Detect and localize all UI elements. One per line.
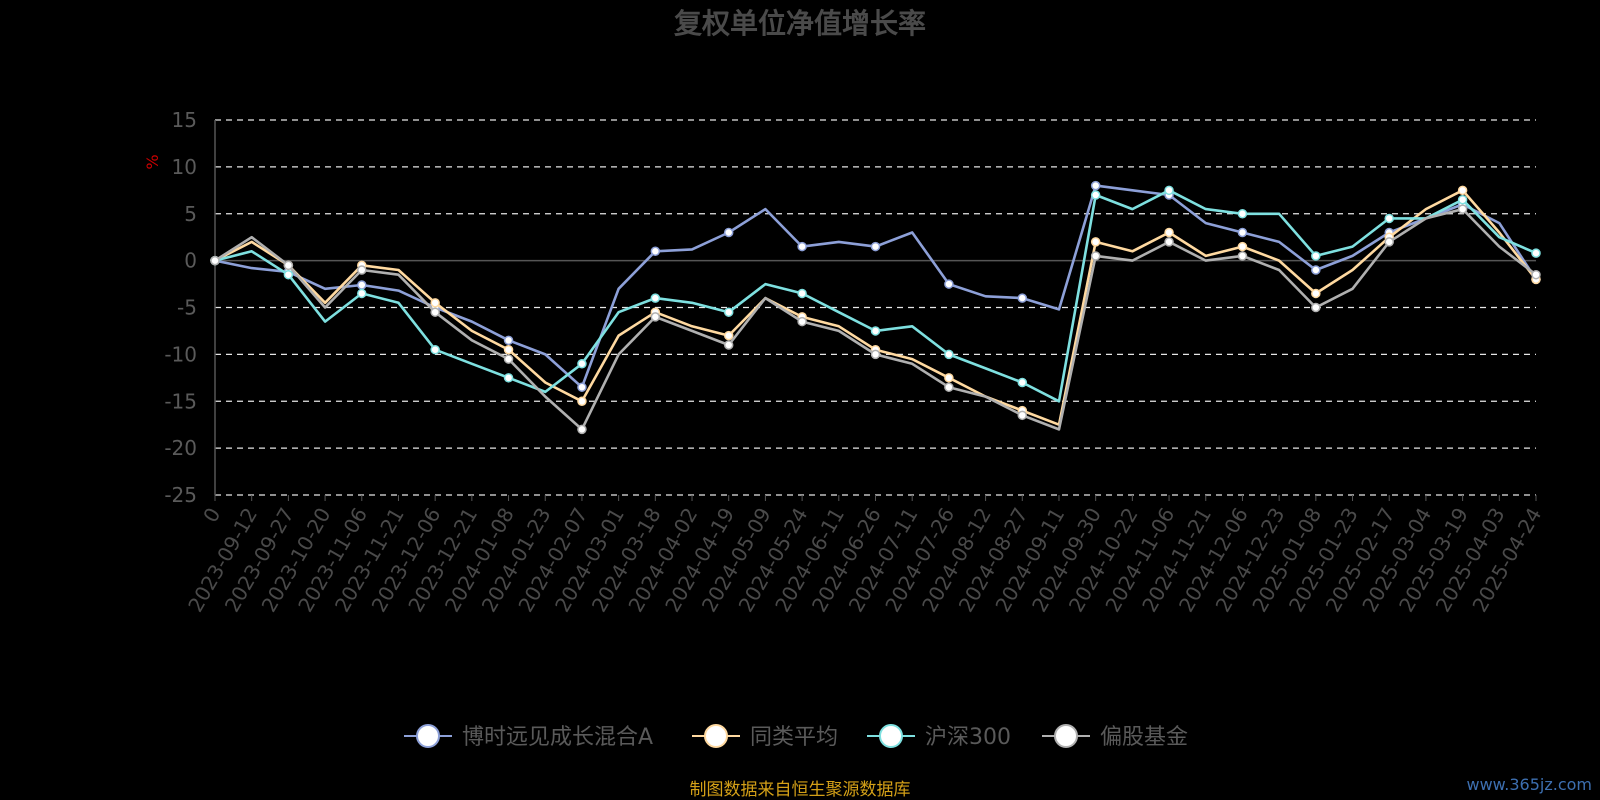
legend-label: 同类平均 bbox=[750, 725, 838, 750]
data-point bbox=[430, 344, 440, 355]
data-point bbox=[283, 260, 294, 271]
data-point bbox=[430, 307, 440, 317]
y-tick-label: 10 bbox=[172, 155, 197, 179]
legend-label: 博时远见成长混合A bbox=[462, 725, 653, 750]
series-3 bbox=[210, 204, 1541, 435]
data-point bbox=[577, 382, 587, 392]
y-tick-label: -5 bbox=[177, 296, 197, 320]
data-point bbox=[1457, 185, 1468, 196]
data-point bbox=[870, 326, 881, 336]
data-point bbox=[1237, 209, 1248, 219]
data-point bbox=[1090, 237, 1101, 247]
x-tick-label: 0 bbox=[198, 504, 225, 527]
data-point bbox=[797, 241, 807, 252]
grid bbox=[215, 119, 1536, 496]
data-point bbox=[577, 359, 587, 369]
data-point bbox=[1311, 288, 1321, 299]
y-tick-label: -25 bbox=[164, 483, 197, 507]
data-point bbox=[1237, 227, 1248, 238]
source-note: 制图数据来自恒生聚源数据库 bbox=[690, 780, 911, 800]
watermark: www.365jz.com bbox=[1466, 775, 1592, 794]
data-point bbox=[870, 241, 881, 252]
y-tick-label: 0 bbox=[184, 249, 197, 273]
legend-marker-icon bbox=[416, 724, 440, 748]
y-axis-label: % bbox=[143, 154, 162, 169]
data-point bbox=[1164, 227, 1174, 238]
y-tick-label: -10 bbox=[164, 342, 197, 366]
data-point bbox=[797, 288, 807, 299]
data-point bbox=[723, 227, 734, 238]
data-point bbox=[1384, 237, 1394, 247]
legend-marker-icon bbox=[704, 724, 728, 748]
legend-label: 偏股基金 bbox=[1100, 725, 1188, 750]
legend-marker-icon bbox=[1054, 724, 1078, 748]
data-point bbox=[944, 373, 954, 383]
data-point bbox=[1017, 377, 1028, 388]
legend-item-2[interactable]: 沪深300 bbox=[867, 724, 1011, 750]
data-point bbox=[577, 396, 587, 406]
data-point bbox=[283, 269, 294, 280]
data-point bbox=[1164, 185, 1174, 196]
data-point bbox=[430, 298, 440, 308]
data-point bbox=[944, 349, 954, 360]
data-point bbox=[1017, 293, 1028, 303]
data-point bbox=[723, 307, 734, 317]
chart-title: 复权单位净值增长率 bbox=[674, 7, 926, 40]
data-point bbox=[1457, 194, 1468, 205]
data-point bbox=[503, 373, 514, 383]
y-tick-label: -15 bbox=[164, 389, 197, 413]
legend-label: 沪深300 bbox=[925, 725, 1011, 750]
data-point bbox=[1164, 237, 1174, 247]
data-point bbox=[1384, 213, 1394, 224]
data-point bbox=[797, 316, 807, 327]
data-point bbox=[650, 293, 661, 303]
data-point bbox=[357, 280, 367, 290]
series-1 bbox=[210, 185, 1541, 426]
data-point bbox=[1090, 251, 1101, 261]
legend-item-1[interactable]: 同类平均 bbox=[692, 724, 838, 750]
data-point bbox=[357, 265, 367, 275]
data-point bbox=[1457, 204, 1468, 214]
data-point bbox=[503, 335, 514, 346]
data-point bbox=[503, 344, 514, 355]
data-point bbox=[1531, 269, 1541, 280]
data-point bbox=[1531, 248, 1541, 258]
axes: 151050-5-10-15-20-2502023-09-122023-09-2… bbox=[164, 108, 1546, 616]
data-point bbox=[723, 330, 734, 341]
data-point bbox=[1017, 410, 1028, 421]
data-point bbox=[723, 340, 734, 350]
data-point bbox=[944, 279, 954, 289]
y-tick-label: -20 bbox=[164, 436, 197, 460]
legend-item-3[interactable]: 偏股基金 bbox=[1042, 724, 1188, 750]
data-point bbox=[210, 255, 220, 266]
data-point bbox=[1090, 180, 1101, 191]
data-point bbox=[357, 288, 367, 299]
y-tick-label: 15 bbox=[172, 108, 197, 132]
data-point bbox=[577, 424, 587, 435]
data-point bbox=[1237, 251, 1248, 261]
data-point bbox=[944, 382, 954, 392]
legend[interactable]: 博时远见成长混合A 同类平均 沪深300 偏股基金 bbox=[404, 724, 1188, 750]
legend-item-0[interactable]: 博时远见成长混合A bbox=[404, 724, 653, 750]
data-point bbox=[650, 246, 661, 256]
y-tick-label: 5 bbox=[184, 202, 197, 226]
data-point bbox=[1090, 190, 1101, 200]
data-point bbox=[1311, 265, 1321, 275]
series-lines bbox=[210, 180, 1541, 435]
data-point bbox=[650, 312, 661, 322]
data-point bbox=[1311, 302, 1321, 313]
data-point bbox=[1237, 241, 1248, 252]
data-point bbox=[870, 349, 881, 360]
legend-marker-icon bbox=[879, 724, 903, 748]
data-point bbox=[1311, 251, 1321, 261]
data-point bbox=[503, 354, 514, 364]
